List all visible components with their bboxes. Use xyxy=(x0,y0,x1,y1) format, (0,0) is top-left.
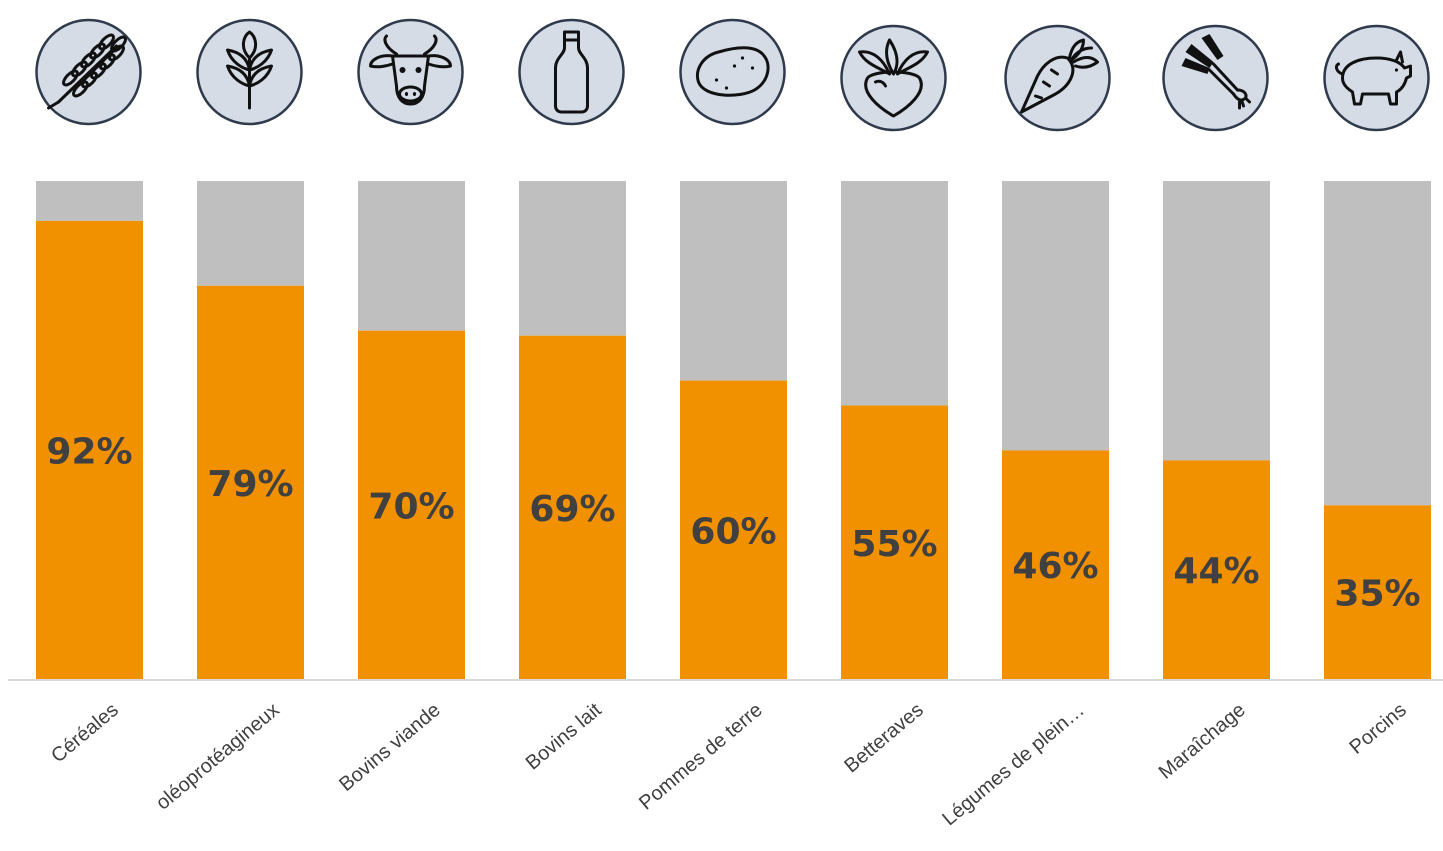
value-label: 79% xyxy=(207,464,293,505)
bar-remainder-8 xyxy=(1163,181,1270,461)
milk-bottle-icon xyxy=(518,18,625,126)
leek-icon xyxy=(1162,24,1269,132)
value-labels: 92% 79% 70% 69% 60% 55% 46% 44% 35% xyxy=(46,431,1420,614)
bar-remainder-6 xyxy=(841,181,948,406)
pig-icon xyxy=(1323,24,1430,132)
bar-value-6 xyxy=(841,405,948,680)
bar-value-8 xyxy=(1163,460,1270,680)
beet-icon xyxy=(840,24,947,132)
bar-value-3 xyxy=(358,330,465,680)
bar-remainder-9 xyxy=(1324,181,1431,506)
bar-value-5 xyxy=(680,380,787,680)
x-tick-label: Céréales xyxy=(47,699,122,767)
bar-remainder-4 xyxy=(519,181,626,336)
bar-remainder-7 xyxy=(1002,181,1109,451)
value-label: 69% xyxy=(529,489,615,530)
value-label: 44% xyxy=(1173,551,1259,592)
bar-remainder-5 xyxy=(680,181,787,381)
value-label: 35% xyxy=(1334,574,1420,615)
x-tick-label: Légumes de plein… xyxy=(938,699,1088,830)
x-tick-label: Maraîchage xyxy=(1155,699,1250,784)
bar-value-2 xyxy=(197,285,304,680)
value-label: 92% xyxy=(46,431,132,472)
bar-value-9 xyxy=(1324,505,1431,680)
value-label: 46% xyxy=(1012,546,1098,587)
potato-icon xyxy=(679,18,786,126)
wheat-icon xyxy=(35,18,142,126)
bar-value-7 xyxy=(1002,450,1109,680)
cow-icon xyxy=(357,18,464,126)
x-axis-tick-labels: Céréales oléoprotéagineux Bovins viande Bov… xyxy=(47,699,1410,830)
plot-area xyxy=(36,181,1431,681)
carrot-icon xyxy=(1004,24,1111,132)
bar-value-4 xyxy=(519,335,626,680)
value-label: 60% xyxy=(690,511,776,552)
bar-remainder-2 xyxy=(197,181,304,286)
x-tick-label: oléoprotéagineux xyxy=(152,699,284,815)
value-label: 70% xyxy=(368,486,454,527)
x-tick-label: Pommes de terre xyxy=(635,699,767,814)
x-tick-label: Bovins viande xyxy=(335,699,445,796)
x-tick-label: Betteraves xyxy=(840,699,927,777)
bar-remainder-3 xyxy=(358,181,465,331)
plant-icon xyxy=(196,18,303,126)
bar-remainder-1 xyxy=(36,181,143,221)
bar-value-1 xyxy=(36,220,143,681)
value-label: 55% xyxy=(851,524,937,565)
x-tick-label: Porcins xyxy=(1345,699,1410,759)
x-tick-label: Bovins lait xyxy=(522,699,606,775)
icon-row xyxy=(35,18,1430,132)
